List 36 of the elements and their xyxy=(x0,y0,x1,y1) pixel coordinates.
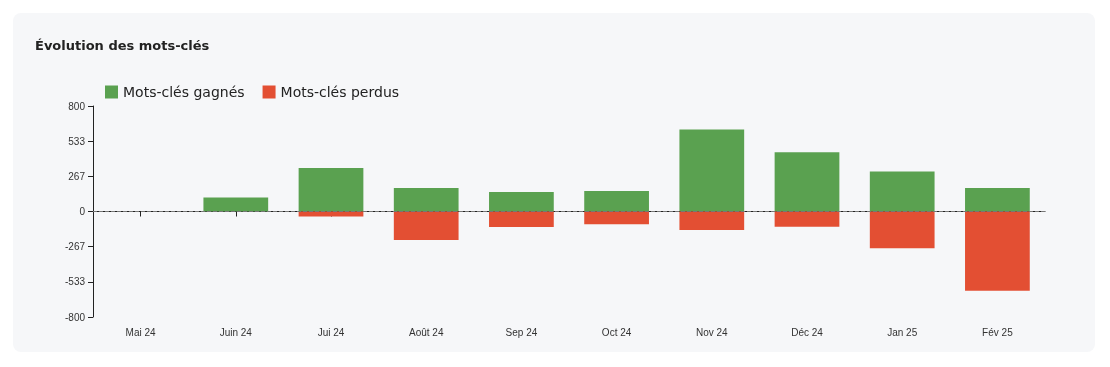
bar xyxy=(774,152,840,212)
y-tick-label: -800 xyxy=(64,311,86,323)
bar xyxy=(584,190,649,212)
x-tick-label: Août 24 xyxy=(408,326,444,338)
y-tick-label: 800 xyxy=(68,100,86,112)
y-tick-label: -267 xyxy=(64,241,86,253)
bar xyxy=(965,211,1030,291)
bar xyxy=(774,211,840,227)
x-tick-label: Déc 24 xyxy=(791,326,824,338)
bar xyxy=(869,211,935,249)
x-tick-label: Sep 24 xyxy=(505,326,538,338)
x-tick-label: Oct 24 xyxy=(601,326,632,338)
x-tick-label: Fév 25 xyxy=(982,326,1014,338)
y-tick-label: 0 xyxy=(79,206,86,217)
x-tick-label: Jui 24 xyxy=(317,326,345,338)
x-tick-label: Mai 24 xyxy=(125,326,157,338)
bar xyxy=(869,171,935,212)
x-tick-label: Nov 24 xyxy=(695,326,729,338)
y-tick-label: 533 xyxy=(68,135,86,147)
bar xyxy=(489,191,554,212)
bar xyxy=(489,211,554,228)
y-tick-label: 267 xyxy=(68,170,86,182)
x-tick-label: Juin 24 xyxy=(219,326,253,338)
bar xyxy=(679,129,745,212)
bar xyxy=(965,187,1030,212)
legend-label: Mots-clés perdus xyxy=(280,84,400,100)
bar xyxy=(393,211,459,241)
chart-title: Évolution des mots-clés xyxy=(35,38,210,53)
bar xyxy=(679,211,745,231)
bar xyxy=(393,187,459,212)
x-tick-label: Jan 25 xyxy=(887,326,918,338)
legend-label: Mots-clés gagnés xyxy=(123,84,245,100)
bar xyxy=(298,167,364,212)
bar xyxy=(584,211,649,225)
y-tick-label: -533 xyxy=(64,276,86,288)
bar xyxy=(203,197,269,212)
